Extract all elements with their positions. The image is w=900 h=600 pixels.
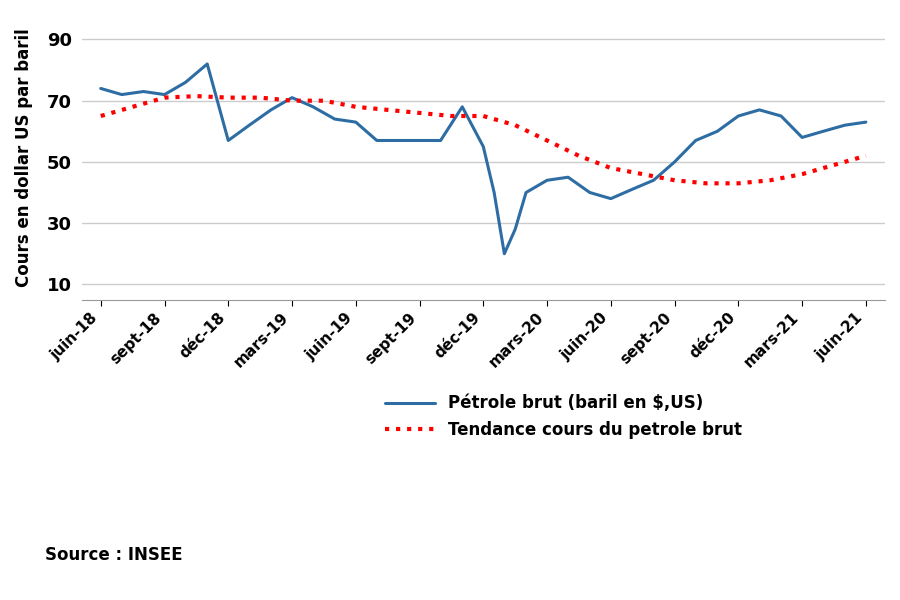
Tendance cours du petrole brut — [223, 94, 234, 101]
Legend: Pétrole brut (baril en $,US), Tendance cours du petrole brut: Pétrole brut (baril en $,US), Tendance c… — [378, 388, 749, 445]
Pétrole brut (baril en $,US) — [520, 189, 531, 196]
Tendance cours du petrole brut — [796, 170, 807, 178]
Tendance cours du petrole brut — [159, 94, 170, 101]
Tendance cours du petrole brut — [350, 103, 361, 110]
Tendance cours du petrole brut — [319, 97, 329, 104]
Pétrole brut (baril en $,US) — [159, 91, 170, 98]
Pétrole brut (baril en $,US) — [244, 122, 255, 129]
Pétrole brut (baril en $,US) — [457, 103, 468, 110]
Pétrole brut (baril en $,US) — [393, 137, 404, 144]
Pétrole brut (baril en $,US) — [489, 189, 500, 196]
Pétrole brut (baril en $,US) — [670, 158, 680, 166]
Pétrole brut (baril en $,US) — [860, 119, 871, 126]
Pétrole brut (baril en $,US) — [648, 176, 659, 184]
Pétrole brut (baril en $,US) — [350, 119, 361, 126]
Text: Source : INSEE: Source : INSEE — [45, 546, 183, 564]
Pétrole brut (baril en $,US) — [584, 189, 595, 196]
Pétrole brut (baril en $,US) — [180, 79, 191, 86]
Tendance cours du petrole brut — [191, 92, 202, 100]
Tendance cours du petrole brut — [255, 94, 266, 101]
Tendance cours du petrole brut — [286, 97, 297, 104]
Tendance cours du petrole brut — [414, 109, 425, 116]
Pétrole brut (baril en $,US) — [509, 226, 520, 233]
Tendance cours du petrole brut — [670, 176, 680, 184]
Tendance cours du petrole brut — [127, 103, 138, 110]
Tendance cours du petrole brut — [542, 137, 553, 144]
Line: Pétrole brut (baril en $,US): Pétrole brut (baril en $,US) — [101, 64, 866, 254]
Pétrole brut (baril en $,US) — [542, 176, 553, 184]
Pétrole brut (baril en $,US) — [606, 195, 616, 202]
Tendance cours du petrole brut — [95, 112, 106, 119]
Pétrole brut (baril en $,US) — [712, 128, 723, 135]
Pétrole brut (baril en $,US) — [436, 137, 446, 144]
Tendance cours du petrole brut — [446, 112, 457, 119]
Pétrole brut (baril en $,US) — [308, 103, 319, 110]
Tendance cours du petrole brut — [382, 106, 393, 113]
Pétrole brut (baril en $,US) — [733, 112, 743, 119]
Pétrole brut (baril en $,US) — [818, 128, 829, 135]
Pétrole brut (baril en $,US) — [286, 94, 297, 101]
Pétrole brut (baril en $,US) — [414, 137, 425, 144]
Pétrole brut (baril en $,US) — [754, 106, 765, 113]
Pétrole brut (baril en $,US) — [499, 250, 509, 257]
Pétrole brut (baril en $,US) — [796, 134, 807, 141]
Tendance cours du petrole brut — [606, 164, 616, 172]
Pétrole brut (baril en $,US) — [223, 137, 234, 144]
Tendance cours du petrole brut — [829, 161, 840, 169]
Tendance cours du petrole brut — [701, 180, 712, 187]
Pétrole brut (baril en $,US) — [95, 85, 106, 92]
Tendance cours du petrole brut — [765, 176, 776, 184]
Tendance cours du petrole brut — [637, 170, 648, 178]
Pétrole brut (baril en $,US) — [562, 173, 573, 181]
Pétrole brut (baril en $,US) — [266, 106, 276, 113]
Pétrole brut (baril en $,US) — [840, 122, 850, 129]
Tendance cours du petrole brut — [509, 122, 520, 129]
Pétrole brut (baril en $,US) — [372, 137, 382, 144]
Tendance cours du petrole brut — [573, 152, 584, 160]
Y-axis label: Cours en dollar US par baril: Cours en dollar US par baril — [15, 28, 33, 287]
Pétrole brut (baril en $,US) — [116, 91, 127, 98]
Tendance cours du petrole brut — [733, 180, 743, 187]
Pétrole brut (baril en $,US) — [202, 61, 212, 68]
Line: Tendance cours du petrole brut: Tendance cours du petrole brut — [101, 96, 866, 184]
Pétrole brut (baril en $,US) — [690, 137, 701, 144]
Pétrole brut (baril en $,US) — [776, 112, 787, 119]
Pétrole brut (baril en $,US) — [329, 115, 340, 122]
Pétrole brut (baril en $,US) — [478, 143, 489, 150]
Pétrole brut (baril en $,US) — [626, 186, 637, 193]
Tendance cours du petrole brut — [860, 152, 871, 160]
Tendance cours du petrole brut — [478, 112, 489, 119]
Pétrole brut (baril en $,US) — [138, 88, 148, 95]
